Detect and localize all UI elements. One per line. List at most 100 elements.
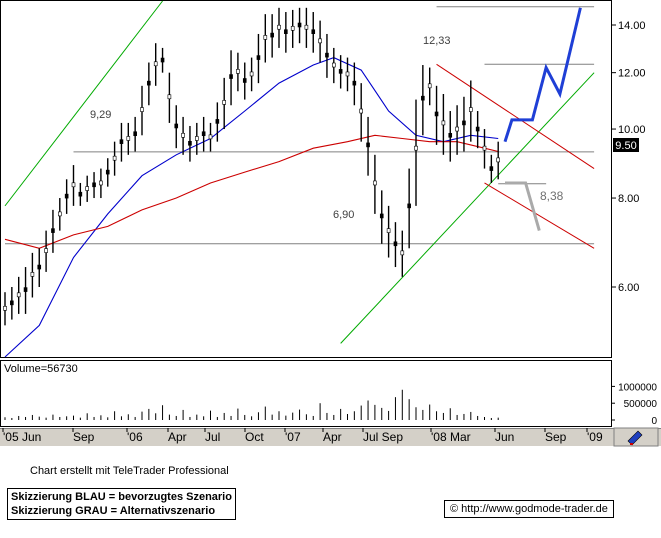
x-tick-label: Apr bbox=[168, 430, 187, 444]
x-tick-label: Jun bbox=[495, 430, 514, 444]
x-tick-label: '07 bbox=[285, 430, 301, 444]
price-candle-body bbox=[208, 134, 213, 140]
price-candle-body bbox=[174, 123, 179, 129]
price-candle-body bbox=[400, 250, 405, 256]
scenario-grey-line bbox=[505, 181, 541, 232]
price-candle-body bbox=[51, 228, 55, 233]
price-candle-body bbox=[30, 272, 35, 277]
x-tick-label: '09 bbox=[587, 430, 603, 444]
price-tick-label: 6.00 bbox=[618, 282, 639, 294]
price-candle-body bbox=[359, 108, 364, 114]
price-candle-body bbox=[482, 145, 487, 151]
trend-line-0 bbox=[4, 0, 163, 207]
annotation-12-33: 12,33 bbox=[423, 35, 451, 47]
price-candle-body bbox=[263, 35, 268, 40]
price-candle-body bbox=[407, 203, 411, 209]
legend-blue-text: Skizzierung BLAU = bevorzugtes Szenario bbox=[11, 491, 232, 503]
x-tick-label: Sep bbox=[545, 430, 567, 444]
price-candle-body bbox=[126, 136, 131, 141]
price-candle-body bbox=[37, 264, 42, 270]
annotation-8-38: 8,38 bbox=[540, 189, 564, 203]
price-candle-body bbox=[297, 22, 302, 28]
current-price-label: 9.50 bbox=[615, 140, 636, 152]
price-candle-body bbox=[318, 38, 322, 44]
price-candle-body bbox=[496, 157, 501, 163]
price-candle-body bbox=[160, 57, 165, 63]
price-tick-label: 12.00 bbox=[618, 68, 646, 80]
price-candle-body bbox=[338, 69, 343, 74]
price-candles bbox=[3, 7, 501, 326]
ma-line-ma200 bbox=[4, 134, 499, 249]
price-candle-body bbox=[188, 140, 192, 146]
x-tick-label: Jul Sep bbox=[363, 430, 403, 444]
price-candle-body bbox=[455, 126, 459, 132]
x-axis-ticks: '05 Jun Sep '06 Apr Jul Oct '07 Apr Jul Sep '08 M… bbox=[2, 428, 603, 444]
price-candle-body bbox=[57, 211, 62, 217]
price-candle-body bbox=[489, 166, 494, 171]
x-tick-label: '05 Jun bbox=[3, 430, 41, 444]
price-candle-body bbox=[92, 182, 96, 188]
scenario-blue-line bbox=[503, 7, 582, 143]
x-tick-label: Oct bbox=[245, 430, 264, 444]
price-candle-body bbox=[256, 55, 261, 60]
price-candle-body bbox=[448, 132, 453, 138]
scenario-sketches bbox=[503, 7, 582, 232]
price-candle-body bbox=[167, 94, 172, 100]
price-tick-label: 10.00 bbox=[618, 124, 646, 136]
current-price-marker: 9.50 bbox=[613, 138, 639, 152]
price-candle-body bbox=[325, 52, 329, 58]
price-candle-body bbox=[112, 155, 117, 161]
price-candle-body bbox=[64, 193, 69, 199]
price-candle-body bbox=[379, 213, 384, 219]
price-candle-body bbox=[195, 136, 199, 141]
x-tick-label: Sep bbox=[73, 430, 95, 444]
price-candle-body bbox=[270, 32, 274, 38]
price-candle-body bbox=[311, 29, 316, 34]
price-candle-body bbox=[284, 29, 288, 34]
price-candle-body bbox=[10, 300, 14, 306]
moving-averages bbox=[4, 57, 499, 358]
price-candle-body bbox=[215, 119, 220, 124]
price-candle-body bbox=[475, 126, 480, 132]
legend-box: Skizzierung BLAU = bevorzugtes Szenario … bbox=[7, 488, 236, 520]
price-candle-body bbox=[140, 107, 144, 112]
price-candle-body bbox=[201, 131, 206, 137]
price-candle-body bbox=[462, 120, 466, 126]
price-candle-body bbox=[393, 241, 398, 247]
volume-bars bbox=[4, 389, 499, 420]
x-tick-label: Jul bbox=[205, 430, 220, 444]
price-candle-body bbox=[414, 145, 418, 151]
price-axis-ticks: 6.00 8.00 10.00 12.00 14.00 bbox=[612, 20, 646, 294]
price-candle-body bbox=[181, 132, 185, 138]
pencil-icon[interactable] bbox=[613, 427, 659, 447]
credit-text: Chart erstellt mit TeleTrader Profession… bbox=[30, 465, 229, 477]
price-axis-bg bbox=[612, 0, 661, 358]
price-candle-body bbox=[421, 95, 425, 101]
price-candle-body bbox=[133, 131, 137, 137]
price-candle-body bbox=[147, 80, 151, 86]
price-candle-body bbox=[290, 26, 295, 31]
price-candle-body bbox=[99, 180, 103, 186]
url-link[interactable]: © http://www.godmode-trader.de bbox=[444, 500, 614, 518]
price-candle-body bbox=[434, 111, 439, 117]
price-candle-body bbox=[119, 139, 124, 144]
price-candle-body bbox=[71, 182, 76, 188]
volume-tick-label: 0 bbox=[651, 416, 657, 427]
volume-tick-label: 500000 bbox=[624, 399, 658, 410]
price-candle-body bbox=[386, 228, 391, 233]
price-candle-body bbox=[16, 292, 21, 298]
price-candle-body bbox=[249, 71, 254, 77]
trend-line-2 bbox=[436, 63, 595, 169]
price-candle-body bbox=[229, 74, 233, 79]
ma-line-ma38 bbox=[4, 57, 499, 358]
price-candle-body bbox=[85, 186, 89, 191]
x-tick-label: '06 bbox=[127, 430, 143, 444]
volume-tick-label: 1000000 bbox=[618, 382, 657, 393]
price-candle-body bbox=[3, 306, 7, 311]
price-panel-frame bbox=[0, 0, 612, 358]
price-candle-body bbox=[345, 71, 350, 77]
volume-axis-ticks: 1000000 500000 0 bbox=[612, 382, 657, 427]
price-candle-body bbox=[236, 69, 240, 74]
trend-line-1 bbox=[340, 72, 595, 344]
